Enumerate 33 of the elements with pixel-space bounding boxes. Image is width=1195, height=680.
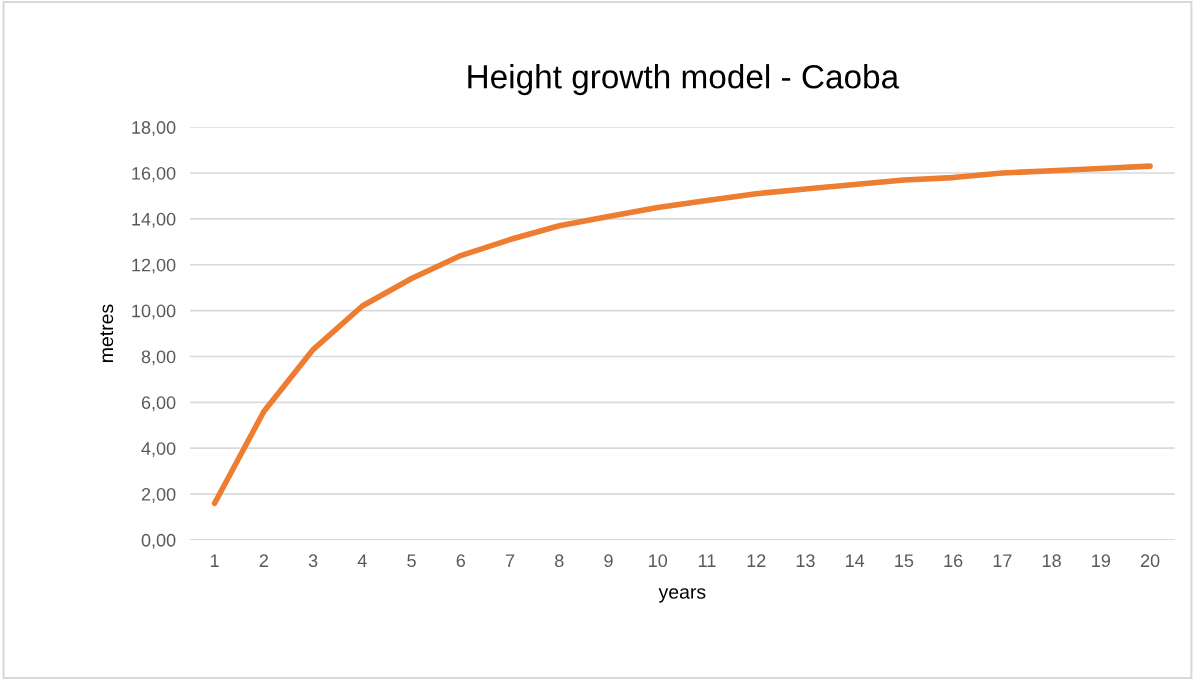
x-tick-label: 15 (895, 554, 914, 568)
x-axis-title: years (658, 588, 706, 603)
y-tick-label: 10,00 (132, 304, 176, 320)
y-tick-label: 14,00 (132, 212, 176, 228)
x-tick-label: 10 (649, 554, 668, 568)
x-tick-label: 2 (259, 554, 268, 567)
x-tick-label: 7 (505, 554, 515, 567)
y-tick-label: 4,00 (141, 442, 176, 458)
x-tick-label: 17 (993, 554, 1012, 567)
y-tick-label: 6,00 (141, 396, 176, 412)
y-tick-label: 12,00 (132, 258, 176, 274)
chart-title: Height growth model - Caoba (468, 64, 900, 96)
x-tick-label: 20 (1140, 554, 1160, 568)
y-axis-title: metres (100, 304, 114, 362)
x-tick-label: 9 (604, 554, 613, 568)
x-tick-label: 18 (1042, 554, 1061, 568)
x-tick-label: 13 (796, 554, 815, 568)
x-tick-label: 1 (210, 554, 219, 567)
x-tick-label: 8 (555, 554, 564, 568)
y-tick-label: 2,00 (141, 487, 176, 503)
y-tick-label: 18,00 (132, 121, 176, 137)
y-tick-label: 8,00 (141, 350, 176, 366)
x-tick-label: 14 (846, 554, 865, 567)
x-tick-label: 19 (1092, 554, 1111, 568)
x-tick-label: 6 (456, 554, 466, 568)
y-tick-label: 0,00 (141, 533, 176, 549)
x-tick-label: 16 (944, 554, 963, 568)
x-tick-label: 11 (698, 554, 716, 567)
y-tick-label: 16,00 (132, 166, 176, 182)
x-tick-label: 4 (357, 554, 367, 567)
x-tick-label: 3 (308, 554, 318, 568)
x-tick-label: 5 (407, 554, 416, 568)
x-tick-label: 12 (747, 554, 766, 567)
